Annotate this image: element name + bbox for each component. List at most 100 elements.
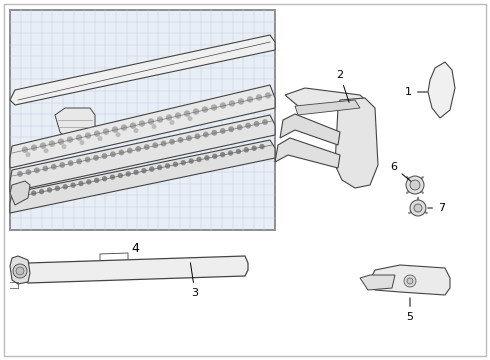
Circle shape: [44, 149, 48, 152]
Circle shape: [87, 180, 91, 184]
Circle shape: [410, 200, 426, 216]
Circle shape: [26, 153, 30, 157]
Circle shape: [85, 133, 91, 138]
Polygon shape: [18, 256, 248, 283]
Circle shape: [55, 186, 59, 190]
Circle shape: [189, 159, 193, 163]
Circle shape: [220, 153, 224, 157]
Circle shape: [220, 103, 225, 108]
Circle shape: [263, 120, 267, 124]
Circle shape: [48, 188, 51, 192]
Circle shape: [58, 139, 64, 144]
Circle shape: [256, 95, 262, 100]
Circle shape: [136, 147, 141, 151]
Circle shape: [118, 174, 122, 177]
Circle shape: [228, 151, 233, 155]
Bar: [10, 10, 275, 230]
Circle shape: [212, 105, 217, 110]
Polygon shape: [335, 98, 378, 188]
Text: 5: 5: [407, 298, 414, 322]
Circle shape: [134, 129, 138, 132]
Circle shape: [142, 169, 146, 173]
Circle shape: [113, 127, 118, 132]
Circle shape: [244, 148, 248, 152]
Polygon shape: [10, 181, 30, 205]
Circle shape: [79, 181, 83, 185]
Circle shape: [406, 176, 424, 194]
Circle shape: [195, 134, 199, 139]
Circle shape: [229, 101, 235, 106]
Circle shape: [77, 159, 81, 163]
Circle shape: [116, 133, 120, 136]
Circle shape: [24, 193, 28, 197]
Polygon shape: [10, 115, 275, 192]
Circle shape: [212, 131, 217, 135]
Circle shape: [204, 132, 208, 137]
Circle shape: [213, 154, 217, 158]
Circle shape: [185, 111, 190, 116]
Circle shape: [69, 161, 73, 165]
Circle shape: [122, 125, 126, 130]
Circle shape: [220, 129, 225, 133]
Circle shape: [49, 141, 54, 146]
Circle shape: [102, 177, 107, 181]
Circle shape: [246, 123, 250, 128]
Circle shape: [94, 156, 98, 160]
Circle shape: [194, 109, 198, 114]
Circle shape: [178, 138, 183, 142]
Circle shape: [170, 140, 174, 144]
Circle shape: [140, 121, 145, 126]
Circle shape: [130, 123, 136, 128]
Polygon shape: [10, 256, 30, 284]
Circle shape: [35, 168, 39, 172]
Circle shape: [404, 275, 416, 287]
Circle shape: [40, 190, 44, 194]
Circle shape: [260, 145, 264, 149]
Circle shape: [103, 129, 108, 134]
Circle shape: [173, 162, 177, 166]
Circle shape: [197, 157, 201, 162]
Circle shape: [98, 137, 102, 140]
Circle shape: [127, 148, 132, 153]
Circle shape: [167, 115, 172, 120]
Circle shape: [170, 121, 174, 124]
Circle shape: [158, 166, 162, 170]
Circle shape: [85, 157, 90, 162]
Circle shape: [16, 194, 20, 198]
Circle shape: [187, 136, 191, 140]
Circle shape: [71, 183, 75, 187]
Circle shape: [23, 147, 27, 152]
Polygon shape: [295, 100, 360, 115]
Circle shape: [51, 165, 56, 169]
Circle shape: [254, 122, 259, 126]
Circle shape: [95, 178, 98, 182]
Circle shape: [150, 167, 154, 171]
Circle shape: [152, 125, 156, 129]
Circle shape: [145, 145, 149, 149]
Circle shape: [407, 278, 413, 284]
Polygon shape: [55, 108, 95, 138]
Circle shape: [414, 204, 422, 212]
Circle shape: [80, 141, 84, 144]
Circle shape: [95, 131, 99, 136]
Polygon shape: [275, 138, 340, 168]
Text: 4: 4: [131, 242, 139, 255]
Text: 2: 2: [337, 70, 349, 102]
Circle shape: [110, 175, 115, 179]
Circle shape: [239, 99, 244, 104]
Circle shape: [266, 93, 270, 98]
Circle shape: [238, 125, 242, 130]
Circle shape: [202, 107, 207, 112]
Circle shape: [236, 149, 241, 153]
Circle shape: [43, 166, 48, 171]
Polygon shape: [280, 114, 340, 145]
Circle shape: [31, 145, 36, 150]
Circle shape: [157, 117, 163, 122]
Polygon shape: [428, 62, 455, 118]
Circle shape: [26, 170, 31, 174]
Circle shape: [102, 154, 107, 158]
Circle shape: [13, 264, 27, 278]
Circle shape: [16, 267, 24, 275]
Text: 3: 3: [191, 263, 198, 298]
Circle shape: [410, 180, 420, 190]
